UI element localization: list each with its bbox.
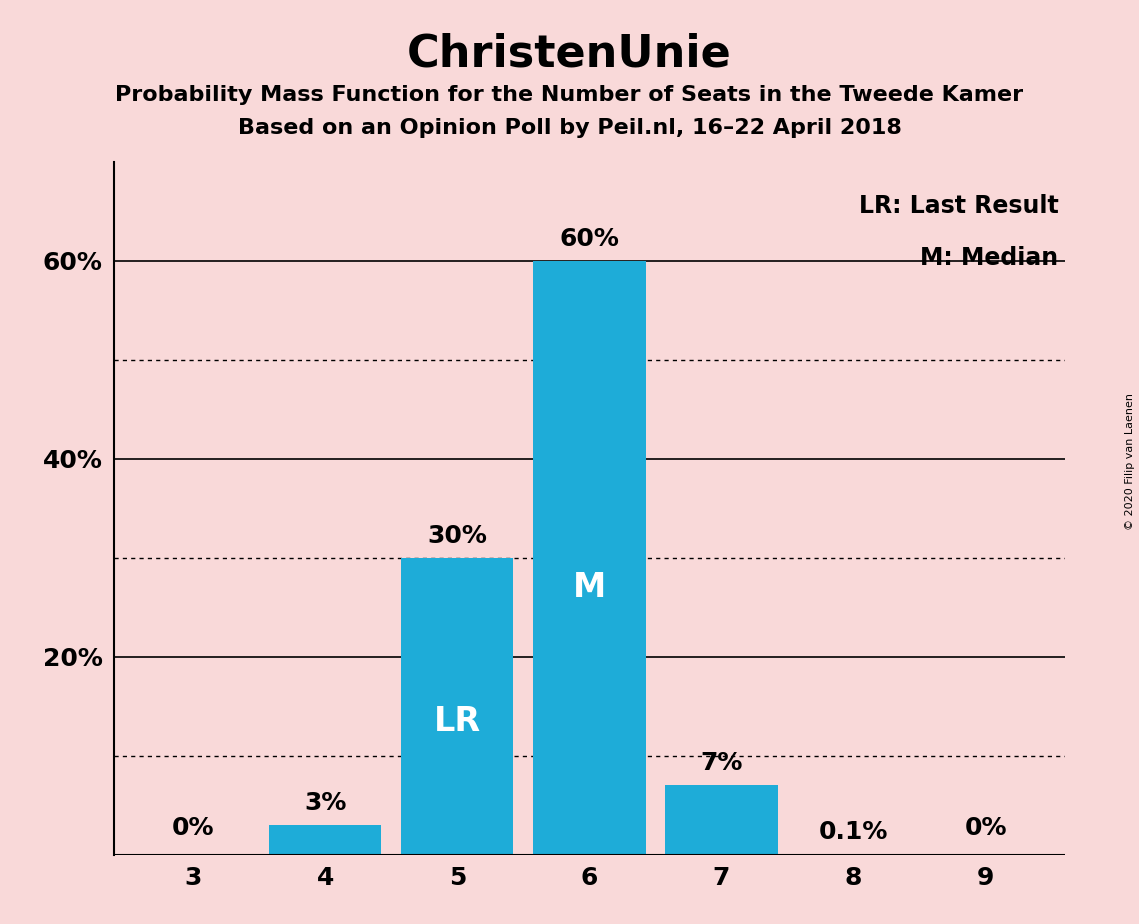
Text: M: M [573, 571, 606, 604]
Bar [533, 261, 646, 855]
Text: 0%: 0% [172, 816, 214, 840]
Text: Based on an Opinion Poll by Peil.nl, 16–22 April 2018: Based on an Opinion Poll by Peil.nl, 16–… [238, 118, 901, 139]
Bar [401, 558, 514, 855]
Text: 7%: 7% [700, 751, 743, 775]
Bar [665, 785, 778, 855]
Bar [797, 854, 910, 855]
Bar [269, 825, 382, 855]
Text: 0.1%: 0.1% [819, 820, 888, 844]
Text: © 2020 Filip van Laenen: © 2020 Filip van Laenen [1125, 394, 1134, 530]
Text: M: Median: M: Median [920, 246, 1058, 270]
Text: 60%: 60% [559, 226, 620, 250]
Text: Probability Mass Function for the Number of Seats in the Tweede Kamer: Probability Mass Function for the Number… [115, 85, 1024, 105]
Text: ChristenUnie: ChristenUnie [407, 32, 732, 76]
Text: LR: LR [434, 705, 481, 737]
Text: 0%: 0% [965, 816, 1007, 840]
Text: 3%: 3% [304, 791, 346, 815]
Text: LR: Last Result: LR: Last Result [859, 194, 1058, 218]
Text: 30%: 30% [427, 524, 487, 548]
